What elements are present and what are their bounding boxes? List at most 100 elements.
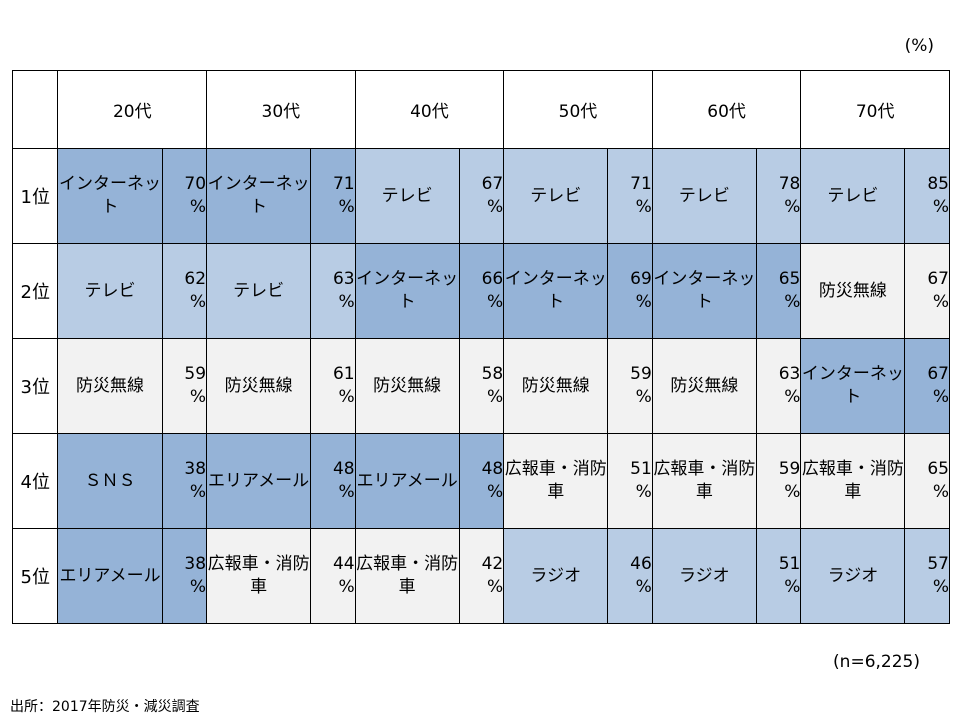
rank-row: 2位 テレビ 62% テレビ 63% インターネット 66% インターネット 69% インターネッ… [11,243,950,339]
percent-sign: % [932,292,949,312]
percent-cell: 46% [607,528,653,624]
percent-sign: % [338,482,355,502]
percent-cell: 48% [458,433,505,529]
percent-value: 48 [481,459,504,480]
percent-sign: % [338,197,355,217]
percent-sign: % [635,292,652,312]
percent-cell: 71% [310,148,356,244]
percent-value: 44 [332,554,355,575]
percent-cell: 51% [755,528,802,624]
percent-value: 58 [481,364,504,385]
age-header: 60代 [651,70,802,149]
percent-value: 61 [332,364,355,385]
percent-value: 65 [927,459,949,480]
percent-value: 42 [481,554,504,575]
percent-value: 51 [630,459,652,480]
corner-cell [11,70,59,149]
percent-sign: % [338,577,355,597]
percent-sign: % [338,387,355,407]
percent-cell: 65% [904,433,950,529]
percent-sign: % [189,197,207,217]
media-name-cell: 広報車・消防車 [800,433,906,529]
media-name-cell: テレビ [651,148,757,244]
percent-sign: % [784,387,801,407]
media-name-cell: エリアメール [206,433,312,529]
unit-label: (%) [904,36,934,56]
media-name-cell: テレビ [354,148,460,244]
percent-sign: % [635,577,652,597]
media-name-cell: 防災無線 [800,243,906,339]
age-header: 30代 [206,70,356,149]
percent-sign: % [189,577,207,597]
percent-sign: % [189,292,207,312]
percent-sign: % [338,292,355,312]
percent-value: 67 [927,269,949,290]
percent-sign: % [932,387,949,407]
media-name-cell: インターネット [57,148,163,244]
percent-value: 67 [927,364,949,385]
percent-value: 69 [630,269,652,290]
rank-row: 5位 エリアメール 38% 広報車・消防車 44% 広報車・消防車 42% ラジオ 46% ラジオ… [11,528,950,624]
percent-value: 85 [927,174,949,195]
media-name-cell: インターネット [206,148,312,244]
percent-sign: % [635,482,652,502]
percent-cell: 44% [310,528,356,624]
media-name-cell: インターネット [503,243,609,339]
percent-sign: % [487,197,504,217]
percent-value: 38 [184,459,207,480]
percent-sign: % [487,577,504,597]
percent-value: 48 [332,459,355,480]
table-header-row: 20代 30代 40代 50代 60代 70代 [11,70,950,149]
media-name-cell: インターネット [651,243,757,339]
percent-value: 78 [778,174,801,195]
media-name-cell: エリアメール [57,528,163,624]
media-name-cell: エリアメール [354,433,460,529]
media-name-cell: インターネット [800,338,906,434]
percent-value: 66 [481,269,504,290]
age-header: 70代 [800,70,950,149]
percent-sign: % [635,387,652,407]
rank-label: 5位 [11,528,59,624]
media-name-cell: 広報車・消防車 [651,433,757,529]
percent-cell: 59% [755,433,802,529]
percent-sign: % [784,482,801,502]
percent-value: 51 [778,554,801,575]
media-name-cell: インターネット [354,243,460,339]
percent-value: 59 [630,364,652,385]
percent-value: 71 [332,174,355,195]
percent-value: 71 [630,174,652,195]
media-ranking-table: 20代 30代 40代 50代 60代 70代 1位 インターネット 70% インター… [11,70,950,624]
percent-sign: % [189,387,207,407]
rank-row: 3位 防災無線 59% 防災無線 61% 防災無線 58% 防災無線 59% 防災無線 63% インタ… [11,338,950,434]
media-name-cell: ラジオ [651,528,757,624]
media-name-cell: 防災無線 [503,338,609,434]
percent-cell: 38% [161,528,208,624]
percent-cell: 71% [607,148,653,244]
percent-value: 59 [778,459,801,480]
percent-value: 63 [778,364,801,385]
rank-row: 1位 インターネット 70% インターネット 71% テレビ 67% テレビ 71% テレビ 78%… [11,148,950,244]
percent-value: 70 [184,174,207,195]
age-header: 20代 [57,70,208,149]
percent-sign: % [487,482,504,502]
sample-size-note: (n=6,225) [833,652,920,672]
percent-cell: 85% [904,148,950,244]
media-name-cell: 広報車・消防車 [206,528,312,624]
rank-label: 4位 [11,433,59,529]
percent-sign: % [189,482,207,502]
media-name-cell: テレビ [57,243,163,339]
percent-cell: 48% [310,433,356,529]
percent-value: 63 [332,269,355,290]
media-name-cell: テレビ [206,243,312,339]
rank-label: 3位 [11,338,59,434]
percent-sign: % [784,577,801,597]
percent-cell: 67% [458,148,505,244]
rank-label: 2位 [11,243,59,339]
media-name-cell: テレビ [503,148,609,244]
source-note: 出所：2017年防災・減災調査 [10,699,200,715]
percent-cell: 63% [310,243,356,339]
percent-cell: 67% [904,243,950,339]
percent-cell: 58% [458,338,505,434]
media-name-cell: 防災無線 [651,338,757,434]
percent-cell: 65% [755,243,802,339]
